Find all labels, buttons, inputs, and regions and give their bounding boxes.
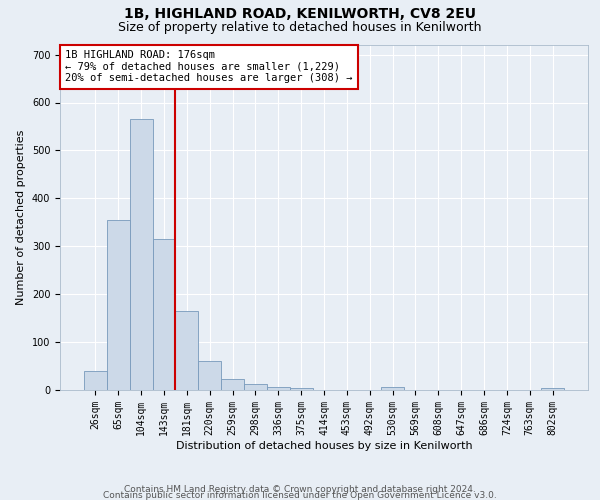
Bar [84, 371, 107, 390]
Bar [198, 361, 221, 390]
Bar [267, 386, 290, 390]
Y-axis label: Number of detached properties: Number of detached properties [16, 130, 26, 305]
Bar [175, 311, 198, 390]
X-axis label: Distribution of detached houses by size in Kenilworth: Distribution of detached houses by size … [176, 440, 472, 450]
Bar [221, 380, 244, 390]
Bar [152, 239, 175, 390]
Text: Contains HM Land Registry data © Crown copyright and database right 2024.: Contains HM Land Registry data © Crown c… [124, 484, 476, 494]
Text: Contains public sector information licensed under the Open Government Licence v3: Contains public sector information licen… [103, 490, 497, 500]
Bar [244, 384, 267, 390]
Bar [541, 388, 564, 390]
Text: Size of property relative to detached houses in Kenilworth: Size of property relative to detached ho… [118, 21, 482, 34]
Bar [130, 120, 152, 390]
Text: 1B HIGHLAND ROAD: 176sqm
← 79% of detached houses are smaller (1,229)
20% of sem: 1B HIGHLAND ROAD: 176sqm ← 79% of detach… [65, 50, 353, 84]
Bar [107, 220, 130, 390]
Bar [381, 386, 404, 390]
Text: 1B, HIGHLAND ROAD, KENILWORTH, CV8 2EU: 1B, HIGHLAND ROAD, KENILWORTH, CV8 2EU [124, 8, 476, 22]
Bar [290, 388, 313, 390]
